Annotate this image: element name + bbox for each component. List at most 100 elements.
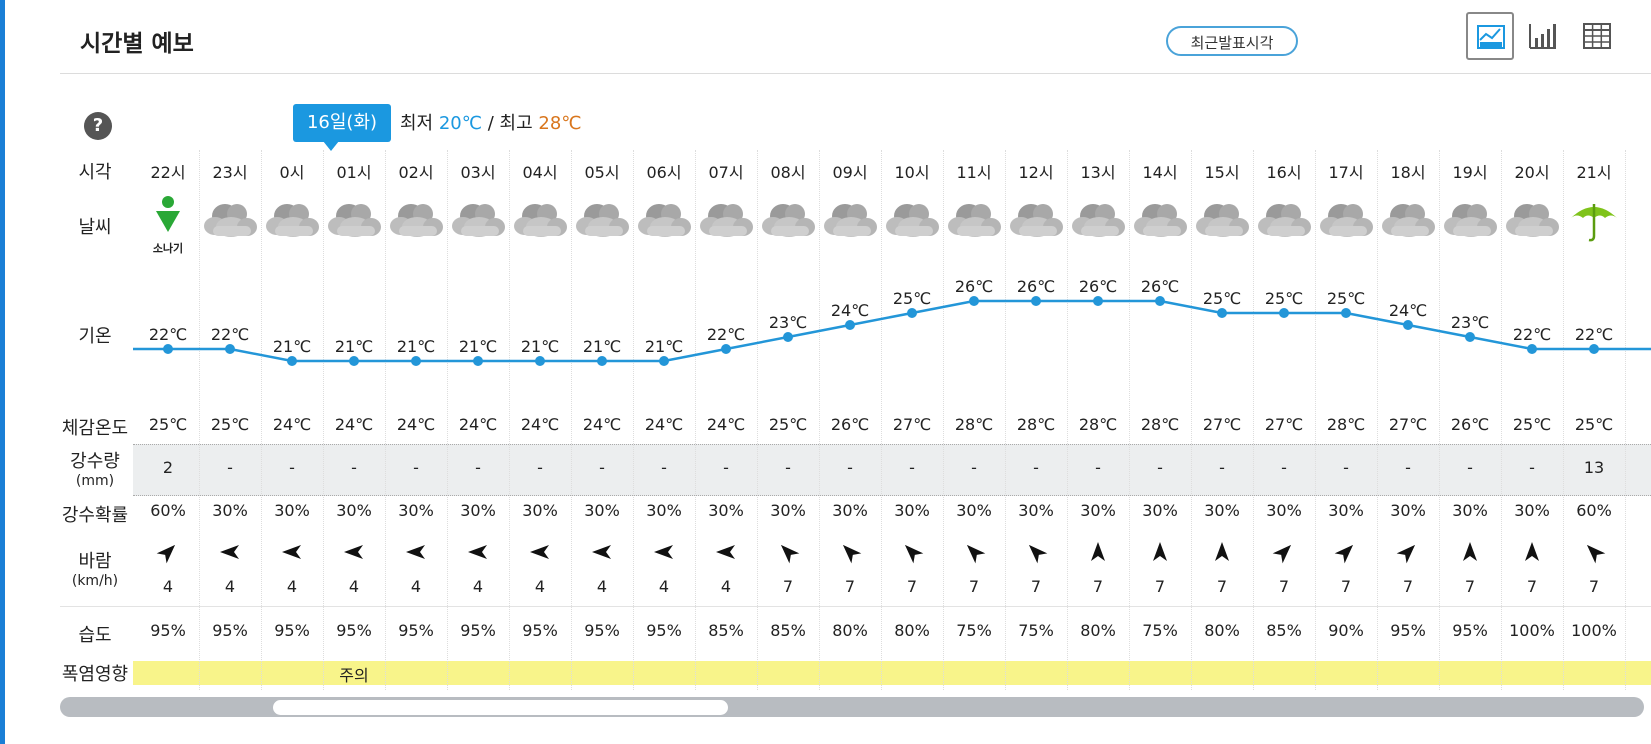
temperature-label: 26℃: [955, 277, 993, 296]
bar-chart-view-button[interactable]: [1520, 12, 1568, 60]
column-divider: [943, 150, 944, 690]
feels-like-cell: 24℃: [396, 415, 436, 434]
precip-prob-cell: 30%: [460, 501, 496, 520]
temperature-point: [969, 296, 979, 306]
time-cell: 18시: [1390, 163, 1426, 182]
precip-cell: -: [475, 458, 481, 477]
column-divider: [1129, 150, 1130, 690]
temperature-label: 23℃: [1451, 313, 1489, 332]
precip-cell: -: [661, 458, 667, 477]
precip-prob-cell: 30%: [1018, 501, 1054, 520]
scrollbar-thumb[interactable]: [273, 700, 728, 715]
temperature-line: [133, 299, 1651, 363]
precip-cell: -: [1157, 458, 1163, 477]
wind-direction-cell: [137, 540, 199, 566]
feels-like-cell: 26℃: [1450, 415, 1490, 434]
wind-direction-cell: [571, 540, 633, 566]
wind-label: 바람: [78, 551, 112, 572]
wind-arrow-icon: [716, 545, 735, 559]
wind-direction-cell: [385, 540, 447, 566]
time-cell: 23시: [212, 163, 248, 182]
row-label-temp: 기온: [78, 326, 112, 347]
precip-prob-cell: 30%: [832, 501, 868, 520]
temperature-point: [597, 356, 607, 366]
wind-arrow-icon: [904, 544, 924, 564]
wind-arrow-icon: [1463, 542, 1477, 561]
wind-speed-cell: 4: [224, 577, 236, 596]
feels-like-cell: 28℃: [1016, 415, 1056, 434]
precip-cell: -: [909, 458, 915, 477]
wind-speed-cell: 7: [1340, 577, 1352, 596]
precip-cell: -: [1095, 458, 1101, 477]
column-divider: [695, 150, 696, 690]
wind-speed-cell: 7: [1526, 577, 1538, 596]
precip-prob-cell: 30%: [1328, 501, 1364, 520]
precip-prob-cell: 30%: [398, 501, 434, 520]
time-cell: 11시: [956, 163, 992, 182]
precip-cell: -: [227, 458, 233, 477]
wind-speed-cell: 7: [1402, 577, 1414, 596]
wind-speed-cell: 4: [658, 577, 670, 596]
precip-prob-cell: 30%: [1390, 501, 1426, 520]
precip-prob-cell: 30%: [1080, 501, 1116, 520]
wind-direction-cell: [757, 540, 819, 566]
temperature-point: [1527, 344, 1537, 354]
precip-prob-cell: 30%: [522, 501, 558, 520]
line-chart-view-button[interactable]: [1466, 12, 1514, 60]
wind-speed-cell: 7: [844, 577, 856, 596]
precip-cell: -: [785, 458, 791, 477]
precip-cell: -: [1529, 458, 1535, 477]
table-icon: [1583, 23, 1611, 49]
precip-prob-cell: 60%: [150, 501, 186, 520]
cloud-icon: [576, 204, 629, 237]
row-label-precip: 강수량 (mm): [55, 447, 135, 489]
temperature-point: [535, 356, 545, 366]
wind-arrow-icon: [780, 544, 800, 564]
humidity-cell: 75%: [1018, 621, 1054, 640]
temperature-label: 21℃: [273, 337, 311, 356]
time-cell: 03시: [460, 163, 496, 182]
cloud-icon: [204, 204, 257, 237]
precip-cell: -: [847, 458, 853, 477]
temperature-label: 21℃: [459, 337, 497, 356]
wind-speed-cell: 4: [720, 577, 732, 596]
wind-direction-cell: [447, 540, 509, 566]
help-icon[interactable]: ?: [84, 112, 112, 140]
weather-cell: [1315, 194, 1377, 254]
temperature-label: 26℃: [1079, 277, 1117, 296]
time-cell: 21시: [1576, 163, 1612, 182]
temperature-point: [225, 344, 235, 354]
cloud-icon: [700, 204, 753, 237]
cloud-icon: [886, 204, 939, 237]
table-view-button[interactable]: [1574, 12, 1622, 60]
weather-cell: [819, 194, 881, 254]
wind-arrow-icon: [156, 544, 176, 564]
cloud-icon: [1320, 204, 1373, 237]
precip-prob-cell: 30%: [1514, 501, 1550, 520]
time-cell: 01시: [336, 163, 372, 182]
latest-release-button[interactable]: 최근발표시각: [1166, 26, 1298, 56]
wind-direction-cell: [1439, 540, 1501, 566]
humidity-cell: 90%: [1328, 621, 1364, 640]
cloud-icon: [762, 204, 815, 237]
column-divider: [509, 150, 510, 690]
time-cell: 20시: [1514, 163, 1550, 182]
humidity-cell: 85%: [1266, 621, 1302, 640]
time-cell: 02시: [398, 163, 434, 182]
wind-speed-cell: 4: [348, 577, 360, 596]
feels-like-cell: 26℃: [830, 415, 870, 434]
precip-cell: -: [1467, 458, 1473, 477]
precip-cell: -: [413, 458, 419, 477]
humidity-cell: 95%: [274, 621, 310, 640]
feels-like-cell: 28℃: [1140, 415, 1180, 434]
weather-cell: [447, 194, 509, 254]
precip-cell: -: [1033, 458, 1039, 477]
weather-cell: [323, 194, 385, 254]
feels-like-cell: 28℃: [1326, 415, 1366, 434]
column-divider: [1377, 150, 1378, 690]
temperature-point: [1093, 296, 1103, 306]
wind-speed-cell: 7: [1278, 577, 1290, 596]
row-label-wind: 바람 (km/h): [55, 547, 135, 589]
feels-like-cell: 24℃: [458, 415, 498, 434]
temperature-point: [349, 356, 359, 366]
